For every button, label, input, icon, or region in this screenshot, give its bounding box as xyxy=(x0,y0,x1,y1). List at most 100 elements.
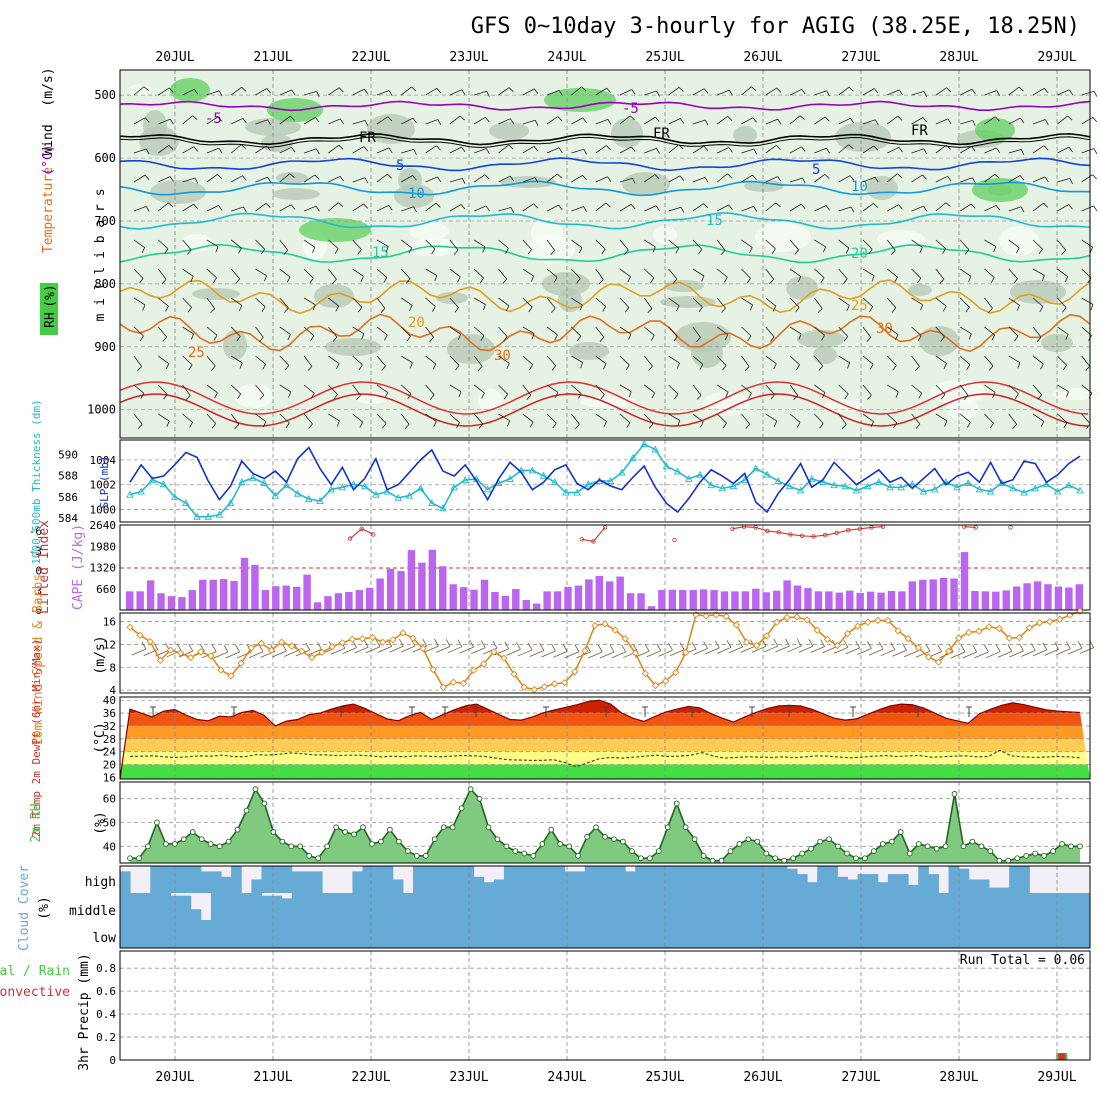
rh-contour-patch xyxy=(447,334,495,364)
cloud-bar xyxy=(857,920,869,948)
wind-barb xyxy=(619,326,632,335)
wind-speed-line-point xyxy=(752,641,761,650)
wind-barb-flag xyxy=(1017,362,1021,369)
wind-speed-line-point xyxy=(207,652,215,660)
cloud-bar xyxy=(362,893,374,920)
wind-barb xyxy=(716,268,728,278)
wind-barb-flag xyxy=(696,394,702,400)
wind-barb xyxy=(765,268,774,280)
wind-barb xyxy=(571,117,584,125)
rh-contour-patch xyxy=(276,172,308,184)
wind-tick-label: 8 xyxy=(109,661,116,674)
wind-barb xyxy=(692,119,706,125)
wind-barb-flag xyxy=(752,174,757,180)
wind-barb-flag xyxy=(1019,175,1025,181)
wind-barb-flag xyxy=(445,639,451,647)
rh-line-point xyxy=(1005,857,1012,864)
wind-barb xyxy=(571,148,584,154)
cloud-bar xyxy=(352,920,363,948)
wind-barb-flag xyxy=(577,335,582,342)
cape-bar xyxy=(626,593,635,610)
wind-barb xyxy=(887,268,898,278)
cape-bar xyxy=(679,590,687,610)
wind-barb-flag xyxy=(166,420,170,427)
rh-contour-patch xyxy=(919,326,959,356)
wind-barb xyxy=(352,413,364,423)
cloud-bar xyxy=(120,871,131,893)
lifted-index-point xyxy=(359,526,364,531)
rh-line-point xyxy=(987,848,994,854)
thickness-line-point xyxy=(651,445,660,453)
cloud-bar xyxy=(493,920,505,948)
wind-barb-flag xyxy=(917,335,922,341)
thickness-line-point xyxy=(752,464,760,472)
cloud-bar xyxy=(140,893,151,920)
wind-barb xyxy=(814,147,827,154)
temp-max-marker xyxy=(915,706,921,717)
wind-barb-flag xyxy=(455,364,460,371)
wind-barb xyxy=(546,413,557,424)
cloud-bar xyxy=(635,893,646,920)
wind-barb-flag xyxy=(843,640,849,648)
wind-speed-line-point xyxy=(166,646,175,654)
rh-line-point xyxy=(530,853,537,859)
wind-barb xyxy=(935,118,949,125)
cape-bar xyxy=(1054,586,1063,610)
cloud-bar xyxy=(716,893,727,920)
temp-band xyxy=(120,713,1090,726)
wind-barb-flag xyxy=(652,246,656,253)
wind-barb xyxy=(447,646,463,654)
wind-barb xyxy=(401,355,413,364)
wind-barb-flag xyxy=(602,363,607,370)
cloud-bar xyxy=(958,868,970,893)
wind-speed-line-point xyxy=(1005,634,1013,642)
wind-barb-flag xyxy=(214,392,218,399)
wind-barb-flag xyxy=(897,173,903,178)
cloud-bar xyxy=(1059,920,1071,948)
wind-barb-flag xyxy=(942,305,947,312)
cloud-bar xyxy=(635,920,646,948)
rh-contour-patch xyxy=(755,222,811,252)
wind-barb-flag xyxy=(557,116,563,122)
wind-barb-flag xyxy=(558,204,563,211)
wind-barb xyxy=(741,148,754,154)
wind-barb-flag xyxy=(434,638,439,647)
wind-barb xyxy=(1032,202,1044,212)
wind-barb-flag xyxy=(1043,145,1049,151)
wind-barb xyxy=(133,148,147,154)
wind-barb-flag xyxy=(503,393,509,400)
wind-speed-line-point xyxy=(944,647,953,655)
wind-barb-flag xyxy=(821,334,825,341)
wind-barb xyxy=(814,355,824,367)
wind-barb-flag xyxy=(680,118,685,124)
cloud-bar xyxy=(463,866,475,893)
wind-speed-line-point xyxy=(904,635,912,643)
wind-barb xyxy=(862,176,876,183)
rh-line-point xyxy=(145,843,151,850)
wind-speed-line-point xyxy=(469,666,478,674)
wind-speed-line-point xyxy=(985,623,993,631)
wind-speed-line-point xyxy=(277,638,286,646)
wind-barb-flag xyxy=(505,248,509,254)
wind-barb-flag xyxy=(704,177,709,183)
wind-barb xyxy=(158,202,169,212)
wind-barb xyxy=(352,297,363,308)
wind-barb xyxy=(498,239,509,249)
wind-barb-flag xyxy=(142,304,146,311)
wind-barb xyxy=(728,646,743,654)
wind-barb xyxy=(1081,148,1095,154)
cape-bar xyxy=(126,591,134,610)
thickness-line-point xyxy=(573,488,581,496)
thickness-line-point xyxy=(830,481,838,489)
wind-barb xyxy=(1057,89,1070,96)
wind-speed-line-point xyxy=(1066,611,1074,619)
rh-tick-label: 60 xyxy=(103,793,116,806)
thickness-line-point xyxy=(126,490,134,498)
wind-barb-flag xyxy=(458,391,462,398)
wind-barb xyxy=(206,355,216,367)
wind-barb xyxy=(911,148,925,154)
wind-barb-flag xyxy=(429,336,434,342)
wind-barb-flag xyxy=(187,249,192,255)
wind-barb-flag xyxy=(940,336,945,342)
